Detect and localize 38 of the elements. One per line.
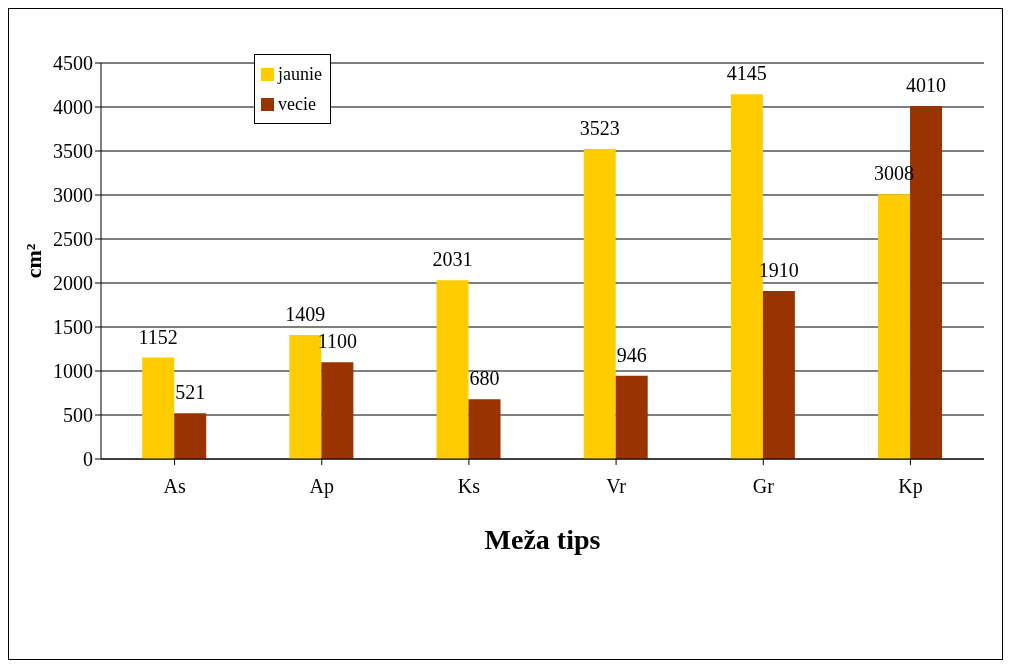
x-tick-label: As xyxy=(163,475,186,498)
x-tick-label: Vr xyxy=(606,475,627,498)
bar xyxy=(615,375,648,459)
y-tick-label: 4500 xyxy=(53,52,93,75)
y-tick-label: 3000 xyxy=(53,184,93,207)
bar xyxy=(174,413,207,459)
legend-label: vecie xyxy=(277,93,317,116)
y-axis-title: cm² xyxy=(20,243,46,279)
bar xyxy=(142,357,175,459)
y-tick-label: 1000 xyxy=(53,360,93,383)
data-label: 4010 xyxy=(906,74,947,97)
x-tick-label: Gr xyxy=(752,475,775,498)
data-label: 680 xyxy=(469,367,500,390)
y-tick-label: 500 xyxy=(63,404,93,427)
y-tick-label: 2000 xyxy=(53,272,93,295)
bar xyxy=(878,194,911,459)
data-label: 3523 xyxy=(579,116,620,139)
bar xyxy=(762,290,795,459)
y-tick-label: 3500 xyxy=(53,140,93,163)
x-axis-title: Meža tips xyxy=(484,524,601,555)
bar xyxy=(321,362,354,459)
bar xyxy=(583,148,616,459)
y-tick-label: 1500 xyxy=(53,316,93,339)
data-label: 946 xyxy=(616,343,647,366)
legend-label: jaunie xyxy=(276,63,322,86)
x-tick-label: Ap xyxy=(309,475,334,499)
data-label: 2031 xyxy=(432,248,473,271)
x-tick-label: Ks xyxy=(457,475,481,498)
x-tick-label: Kp xyxy=(898,475,923,499)
data-label: 1409 xyxy=(285,303,326,326)
y-tick-label: 0 xyxy=(83,448,93,471)
data-label: 1152 xyxy=(138,325,178,348)
data-label: 4145 xyxy=(726,62,767,85)
bar xyxy=(436,280,469,459)
y-tick-label: 2500 xyxy=(53,228,93,251)
y-tick-label: 4000 xyxy=(53,96,93,119)
bar xyxy=(468,399,501,459)
data-label: 521 xyxy=(175,381,206,404)
